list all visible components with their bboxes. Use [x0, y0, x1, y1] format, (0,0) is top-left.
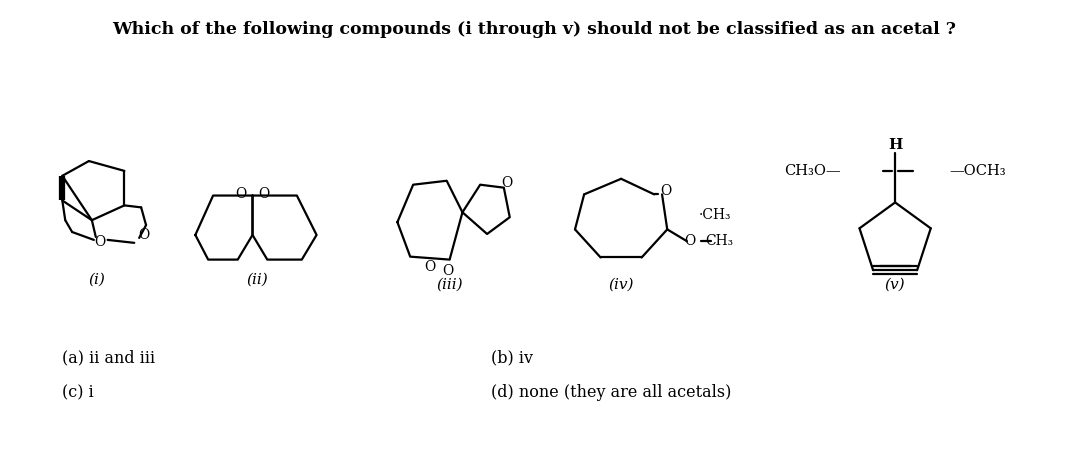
Text: O: O [235, 186, 246, 200]
Text: (i): (i) [89, 272, 105, 286]
Text: O: O [424, 260, 435, 274]
Text: H: H [888, 138, 902, 152]
Text: (ii): (ii) [247, 272, 268, 286]
Text: (v): (v) [885, 277, 905, 291]
Text: O: O [139, 228, 150, 242]
Text: O: O [94, 235, 106, 249]
Text: (b) iv: (b) iv [491, 350, 533, 367]
Text: O: O [443, 265, 453, 279]
Text: (iii): (iii) [436, 277, 463, 291]
Text: (a) ii and iii: (a) ii and iii [62, 350, 155, 367]
Text: Which of the following compounds (i through v) should not be classified as an ac: Which of the following compounds (i thro… [112, 21, 957, 38]
Text: O: O [661, 185, 671, 199]
Text: O: O [684, 234, 696, 248]
Text: O: O [259, 186, 270, 200]
Text: (d) none (they are all acetals): (d) none (they are all acetals) [491, 384, 731, 401]
Text: (c) i: (c) i [62, 384, 94, 401]
Text: O: O [501, 176, 512, 190]
Text: —OCH₃: —OCH₃ [949, 164, 1006, 178]
Text: ·CH₃: ·CH₃ [699, 207, 731, 222]
Text: (iv): (iv) [608, 277, 634, 291]
Text: CH₃: CH₃ [706, 234, 733, 248]
Text: CH₃O—: CH₃O— [785, 164, 841, 178]
